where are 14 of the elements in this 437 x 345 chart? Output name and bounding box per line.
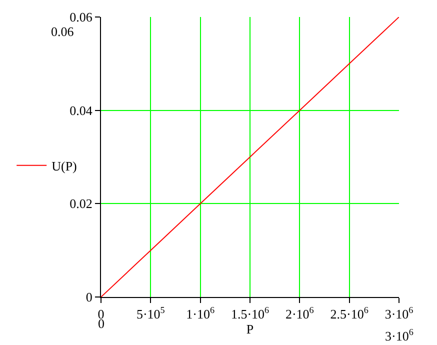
text: 0.06	[51, 24, 74, 39]
x-axis-title: P	[246, 322, 254, 337]
y-tick-label: 0	[86, 290, 92, 305]
x-tick-label: 3·10$^{6}$	[384, 305, 414, 322]
y-tick-label: 0.06	[70, 10, 93, 25]
x-tick-label: 2.5·10$^{6}$	[330, 305, 369, 322]
text: 3·10$^{6}$	[385, 327, 414, 344]
x-tick-label: 5·10$^{5}$	[136, 305, 166, 322]
legend-label: U(P)	[52, 158, 77, 174]
x-tick-label: 1.5·10$^{6}$	[230, 305, 270, 322]
y-tick-label: 0.04	[70, 102, 93, 118]
x-tick-label: 1·10$^{6}$	[186, 305, 215, 322]
y-tick-label: 0.02	[70, 196, 92, 212]
x-tick-label: 2·10$^{6}$	[285, 305, 314, 322]
